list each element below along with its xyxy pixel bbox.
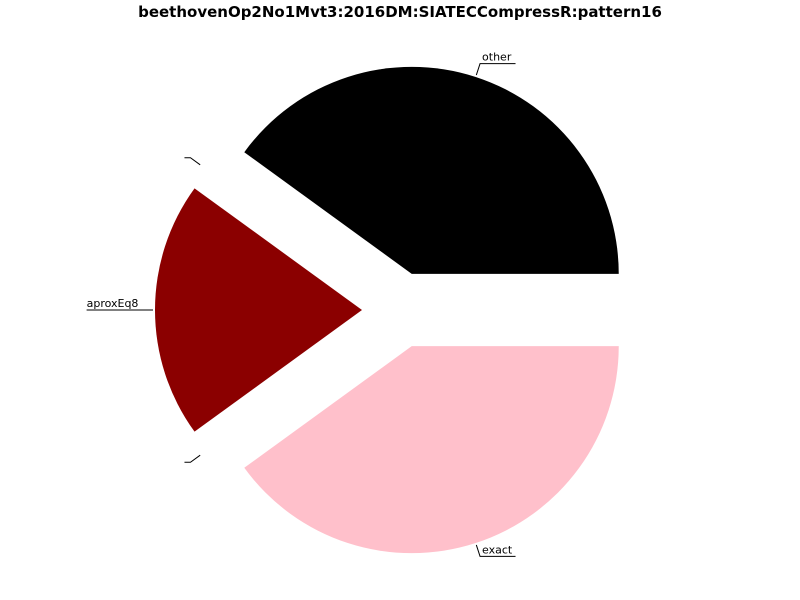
slice-label-aproxEq8: aproxEq8 <box>87 297 139 310</box>
slice-label-exact: exact <box>482 543 513 556</box>
leader-line-unlabeled-3 <box>184 454 201 463</box>
chart-title: beethovenOp2No1Mvt3:2016DM:SIATECCompres… <box>138 3 662 21</box>
pie-slice-exact <box>244 346 619 554</box>
slice-label-other: other <box>482 51 512 64</box>
leader-line-unlabeled-1 <box>184 157 201 166</box>
leader-line-exact <box>475 544 516 557</box>
pie-slice-other <box>244 66 619 274</box>
pie-slice-aproxEq8 <box>155 188 362 432</box>
leader-line-other <box>475 63 516 76</box>
